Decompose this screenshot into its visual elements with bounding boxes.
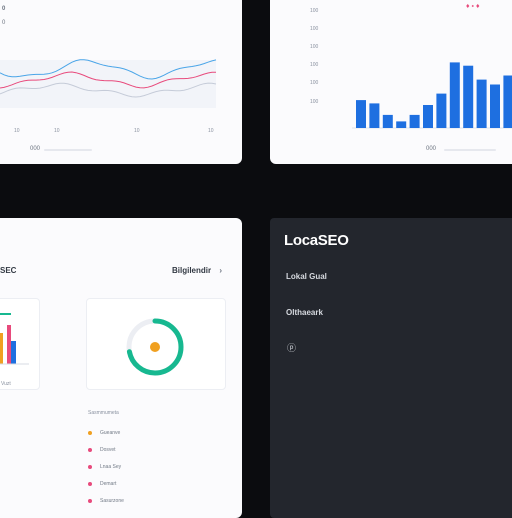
list-item[interactable]: Gueanve <box>100 430 121 436</box>
chart-bar <box>476 79 487 128</box>
x-tick: 10 <box>14 128 20 134</box>
menu-item-local-goal[interactable]: Lokal Gual <box>286 272 327 281</box>
chart-bar <box>463 65 474 128</box>
chart-bar <box>11 341 16 364</box>
dashboard-card: SEC Bilgilendir › Vuzt Sasmmumeta Gueanv… <box>0 218 242 518</box>
card-title: 0 <box>2 6 6 12</box>
x-tick: 10 <box>208 128 214 134</box>
legend-markers: ♦ ⬩ ♦ <box>466 3 480 10</box>
bar-chart-card: ♦ ⬩ ♦ 100 100 100 100 100 100 000 <box>270 0 512 164</box>
chart-bar <box>382 114 393 128</box>
menu-item-dashboard[interactable]: Olthaeark <box>286 308 323 317</box>
footer-label: 000 <box>30 146 41 152</box>
status-dot-icon <box>88 499 92 503</box>
series-line <box>0 59 217 80</box>
chart-bar <box>423 105 433 128</box>
y-tick: 100 <box>310 62 319 68</box>
small-bar-chart-card: Vuzt <box>0 298 40 390</box>
list-item[interactable]: Dosvet <box>100 447 116 453</box>
chart-bar <box>0 313 11 315</box>
filter-dropdown[interactable]: Bilgilendir › <box>172 266 222 275</box>
footer-label: 000 <box>426 146 437 152</box>
small-bar-chart <box>0 313 29 365</box>
status-dot-icon <box>88 431 92 435</box>
gauge-card <box>86 298 226 390</box>
chart-bar <box>449 62 460 128</box>
chart-bar <box>436 93 447 128</box>
chart-bar <box>369 103 380 128</box>
list-item[interactable]: Demart <box>100 481 117 487</box>
list-item[interactable]: Lnaa Sey <box>100 464 122 470</box>
card-sub-label: 0 <box>2 20 6 26</box>
y-tick: 100 <box>310 26 319 32</box>
bar-chart <box>352 62 512 129</box>
status-dot-icon <box>88 482 92 486</box>
y-tick: 100 <box>310 8 319 14</box>
line-chart <box>0 59 217 108</box>
x-tick: 10 <box>54 128 60 134</box>
line-chart-card: 0 0 10 10 10 10 000 <box>0 0 242 164</box>
y-tick: 100 <box>310 44 319 50</box>
small-chart-caption: Vuzt <box>1 381 11 387</box>
chart-bar <box>7 325 11 364</box>
x-tick: 10 <box>134 128 140 134</box>
brand-panel: LocaSEO Lokal Gual Olthaeark ⓟ <box>270 218 512 518</box>
series-line <box>0 82 217 98</box>
footer-bar <box>44 149 92 151</box>
y-tick: 100 <box>310 80 319 86</box>
chart-bar <box>0 333 3 364</box>
chart-bar <box>396 121 407 128</box>
filter-dropdown-label: Bilgilendir <box>172 266 212 275</box>
chart-bar <box>503 75 512 128</box>
status-dot-icon <box>88 448 92 452</box>
chart-bar <box>409 114 420 128</box>
section-label: SEC <box>0 266 17 275</box>
list-item[interactable]: Sasurzone <box>100 498 124 504</box>
chevron-down-icon: › <box>219 266 223 275</box>
info-icon[interactable]: ⓟ <box>287 343 297 353</box>
list-title: Sasmmumeta <box>88 410 119 416</box>
chart-bar <box>356 100 366 128</box>
brand-logo-text: LocaSEO <box>284 232 349 249</box>
series-line <box>0 71 216 89</box>
y-tick: 100 <box>310 99 319 105</box>
status-dot-icon <box>88 465 92 469</box>
footer-bar <box>444 149 496 151</box>
chart-bar <box>490 84 500 128</box>
donut-gauge <box>126 318 184 376</box>
